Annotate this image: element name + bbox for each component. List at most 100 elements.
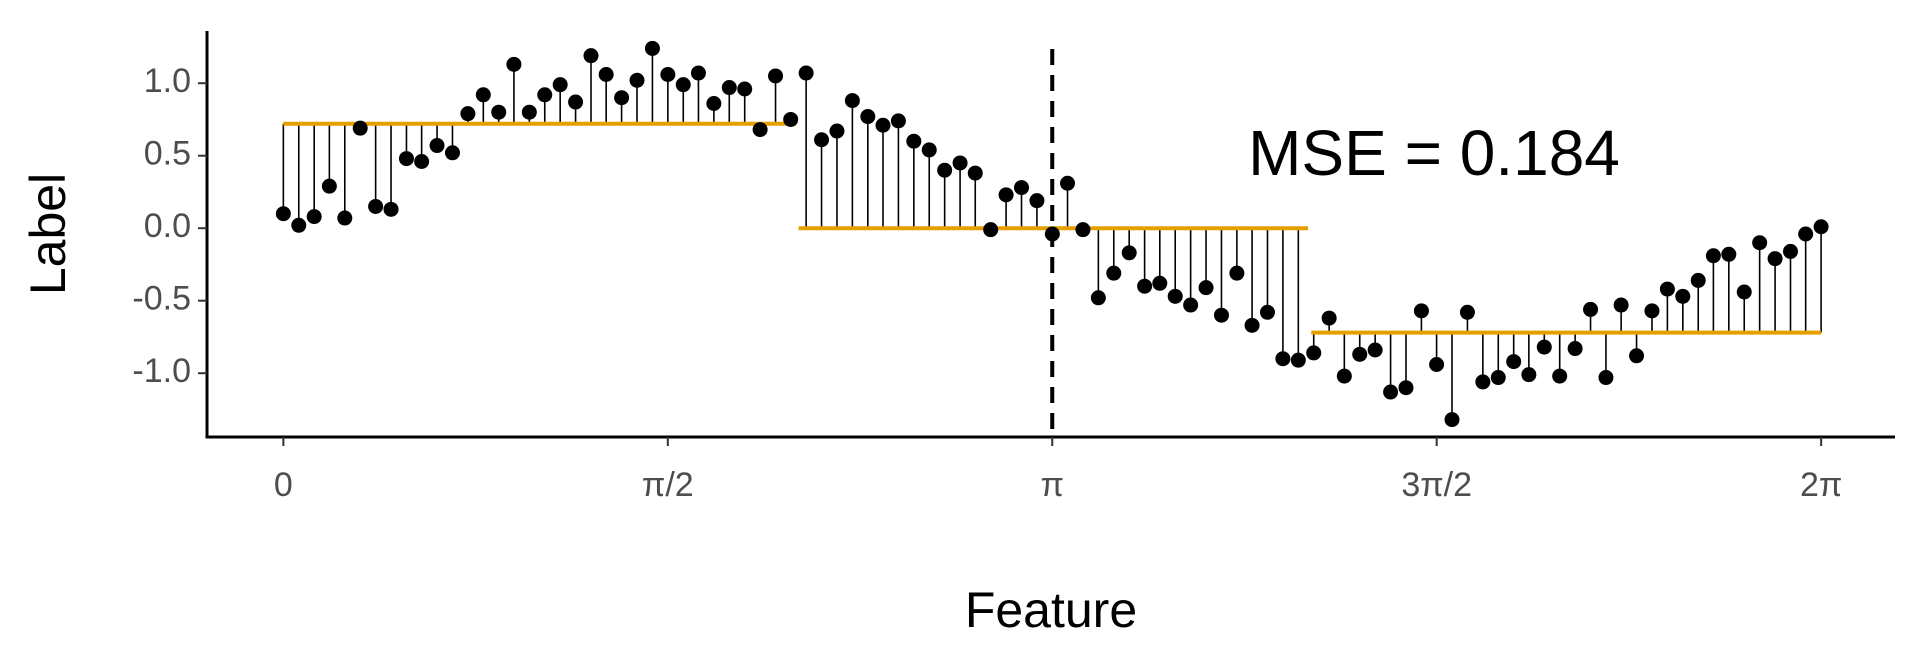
point	[967, 165, 983, 181]
x-tick-label: π	[1041, 466, 1064, 504]
point	[1444, 412, 1460, 428]
point	[983, 222, 999, 238]
point	[352, 120, 368, 136]
point	[398, 151, 414, 167]
point	[1767, 251, 1783, 267]
point	[521, 104, 537, 120]
point	[1398, 380, 1414, 396]
point	[875, 117, 891, 133]
point	[783, 111, 799, 127]
point	[1705, 248, 1721, 264]
point	[1075, 222, 1091, 238]
point	[614, 90, 630, 106]
point	[1629, 348, 1645, 364]
x-axis-title: Feature	[965, 582, 1137, 638]
point	[768, 68, 784, 84]
point	[906, 133, 922, 149]
point	[491, 104, 507, 120]
point	[537, 87, 553, 103]
point	[921, 142, 937, 158]
point	[1198, 280, 1214, 296]
y-axis-title: Label	[20, 173, 76, 295]
point	[1813, 219, 1829, 235]
point	[998, 187, 1014, 203]
point	[1429, 357, 1445, 372]
x-tick-label: 2π	[1800, 466, 1842, 504]
point	[1721, 246, 1737, 262]
point	[275, 206, 291, 222]
point	[444, 145, 460, 161]
point	[1782, 243, 1798, 259]
point	[1213, 307, 1229, 323]
point	[506, 56, 522, 72]
point	[1798, 226, 1814, 242]
point	[337, 210, 353, 226]
annotation: MSE = 0.184	[1248, 117, 1620, 189]
point	[1383, 384, 1399, 400]
y-tick-label: -0.5	[132, 280, 191, 318]
point	[1044, 226, 1060, 242]
point	[1029, 193, 1045, 209]
point	[598, 67, 614, 82]
point	[460, 106, 476, 122]
point	[1290, 352, 1306, 368]
point	[1259, 304, 1275, 320]
point	[660, 67, 676, 82]
point	[1229, 265, 1245, 281]
y-tick-label: 1.0	[144, 62, 191, 100]
point	[829, 123, 845, 139]
point	[629, 72, 645, 88]
point	[583, 48, 599, 64]
point	[844, 93, 860, 109]
point	[1014, 180, 1030, 196]
point	[321, 178, 337, 194]
point	[1613, 297, 1629, 313]
point	[1552, 368, 1568, 384]
point	[752, 122, 768, 138]
point	[383, 201, 399, 217]
point	[675, 77, 691, 93]
point	[1675, 288, 1691, 304]
point	[1536, 339, 1552, 355]
x-tick-label: π/2	[642, 466, 694, 504]
point	[890, 113, 906, 129]
point	[1583, 301, 1599, 317]
point	[1490, 370, 1506, 386]
point	[721, 80, 737, 96]
point	[1598, 370, 1614, 386]
point	[952, 155, 968, 171]
point	[1659, 281, 1675, 297]
point	[1736, 284, 1752, 300]
point	[1106, 265, 1122, 281]
point	[1244, 317, 1260, 333]
point	[814, 132, 830, 148]
point	[475, 87, 491, 103]
y-tick-label: -1.0	[132, 352, 191, 390]
point	[737, 81, 753, 97]
point	[1475, 374, 1491, 390]
point	[860, 109, 876, 125]
point	[1567, 341, 1583, 357]
point	[1306, 345, 1322, 361]
point	[1367, 342, 1383, 358]
point	[1752, 235, 1768, 251]
point	[798, 65, 814, 81]
point	[1506, 354, 1522, 370]
point	[414, 154, 430, 169]
point	[1644, 303, 1660, 319]
point	[1275, 351, 1291, 367]
point	[1459, 304, 1475, 320]
point	[1521, 367, 1537, 383]
y-tick-label: 0.0	[144, 207, 191, 245]
x-tick-label: 3π/2	[1401, 466, 1472, 504]
x-tick-label: 0	[274, 466, 293, 504]
point	[568, 94, 584, 110]
point	[1121, 245, 1137, 261]
point	[1167, 288, 1183, 304]
point	[552, 77, 568, 93]
point	[1321, 310, 1337, 326]
point	[291, 217, 307, 233]
point	[690, 65, 706, 81]
point	[306, 209, 322, 225]
